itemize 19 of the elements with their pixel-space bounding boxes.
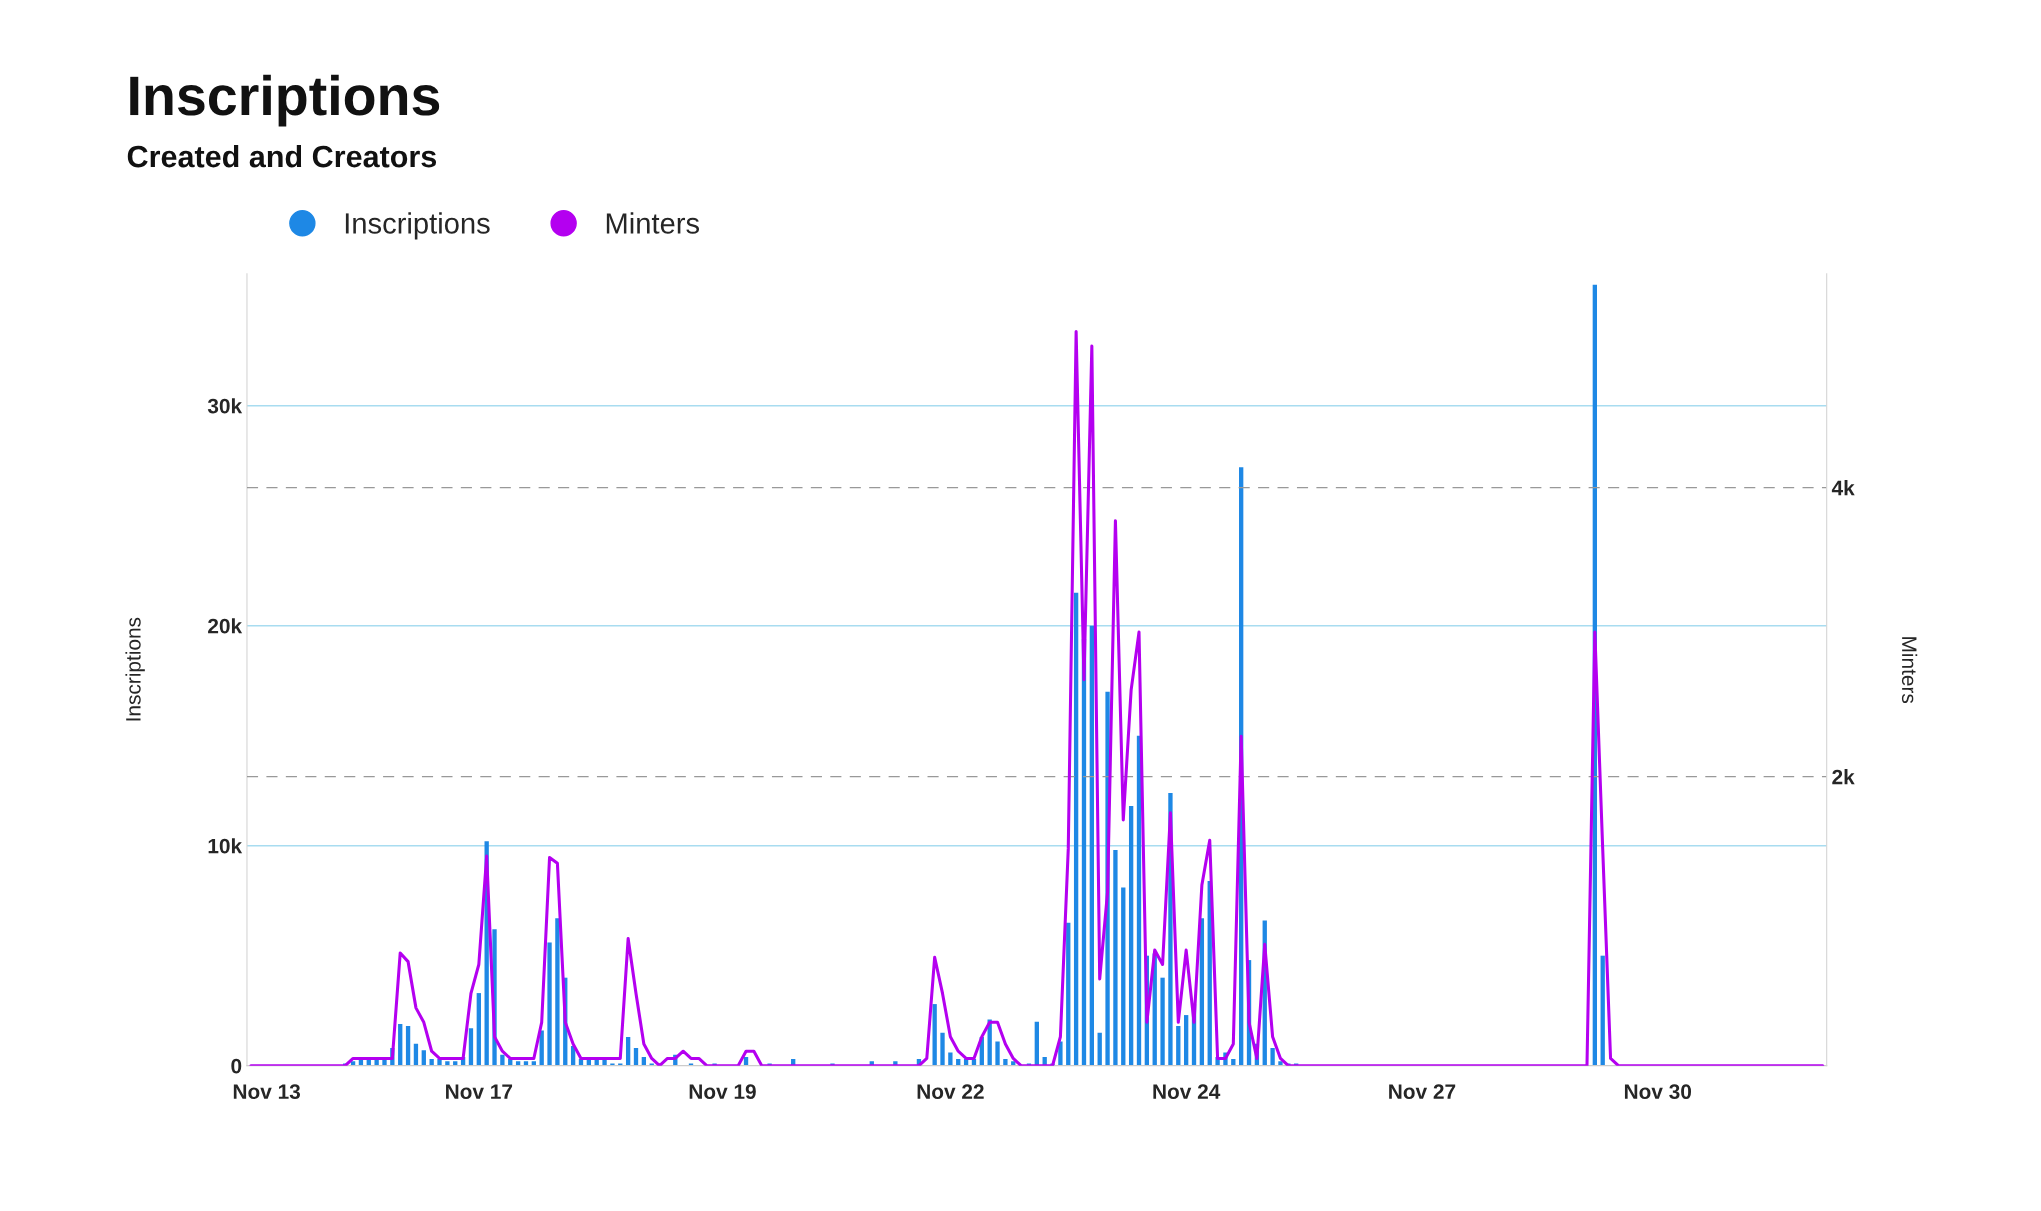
y-axis-title: Inscriptions — [125, 617, 145, 721]
x-tick-label: Nov 19 — [689, 1084, 756, 1100]
y-tick-label: 10k — [208, 838, 243, 854]
x-tick-label: Nov 30 — [1624, 1084, 1692, 1100]
legend-label: Minters — [606, 212, 700, 234]
y-tick-label: 20k — [208, 618, 243, 634]
x-tick-label: Nov 24 — [1153, 1084, 1221, 1100]
y-tick-label: 30k — [207, 398, 243, 414]
y2-axis-title: Minters — [1901, 637, 1918, 704]
x-tick-label: Nov 22 — [917, 1084, 984, 1100]
y2-tick-label: 2k — [1832, 769, 1855, 785]
y-tick-label: 0 — [231, 1058, 242, 1074]
x-tick-label: Nov 27 — [1389, 1084, 1456, 1100]
y2-tick-label: 4k — [1831, 480, 1855, 496]
legend-label: Inscriptions — [345, 212, 490, 240]
chart-subtitle: Created and Creators — [127, 144, 437, 168]
x-tick-label: Nov 17 — [446, 1084, 513, 1100]
x-tick-label: Nov 13 — [233, 1084, 301, 1100]
chart-title: Inscriptions — [130, 74, 440, 127]
